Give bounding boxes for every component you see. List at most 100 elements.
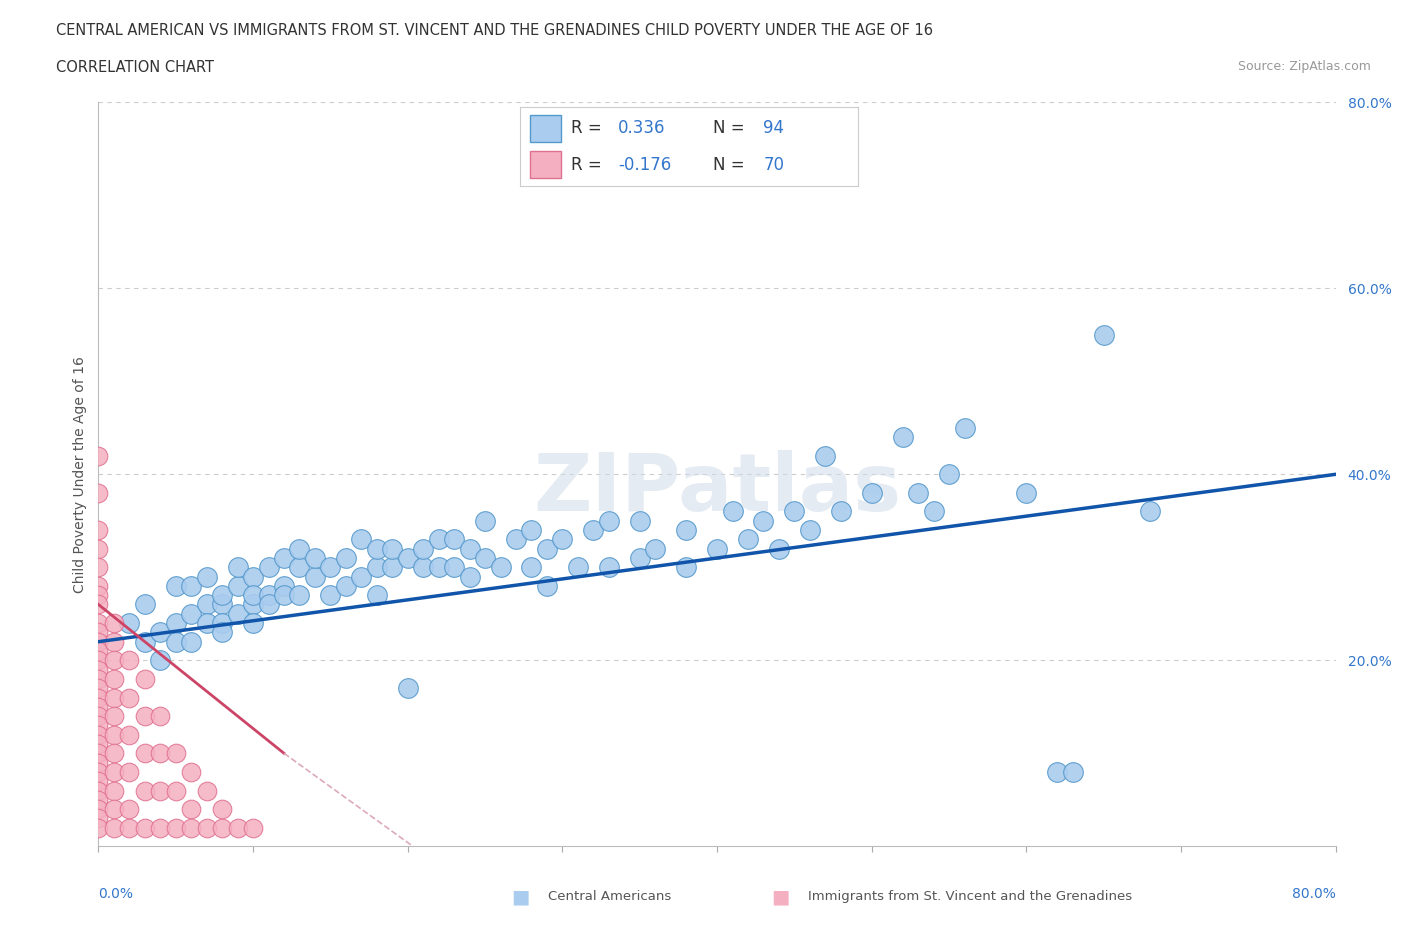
Text: 80.0%: 80.0% [1292,887,1336,901]
Point [1092,327,1115,342]
Point [505,532,527,547]
Point [830,504,852,519]
Point [180,578,202,593]
Point [87,644,110,658]
Point [165,820,187,835]
Point [304,569,326,584]
Point [87,625,110,640]
Point [598,560,620,575]
Point [87,690,110,705]
Point [335,551,357,565]
Point [87,783,110,798]
Point [103,616,125,631]
Point [103,709,125,724]
Point [149,746,172,761]
Point [87,616,110,631]
Point [706,541,728,556]
Text: ■: ■ [510,887,530,906]
Point [103,802,125,817]
Point [427,560,450,575]
Point [737,532,759,547]
Point [103,820,125,835]
Point [366,541,388,556]
Point [180,820,202,835]
Point [319,588,342,603]
Point [118,820,141,835]
Point [242,820,264,835]
Point [211,820,233,835]
Point [335,578,357,593]
Point [87,709,110,724]
Point [195,597,218,612]
Text: CENTRAL AMERICAN VS IMMIGRANTS FROM ST. VINCENT AND THE GRENADINES CHILD POVERTY: CENTRAL AMERICAN VS IMMIGRANTS FROM ST. … [56,23,934,38]
Text: N =: N = [713,119,749,138]
Point [551,532,574,547]
Point [118,802,141,817]
Point [87,485,110,500]
Point [458,569,481,584]
Text: R =: R = [571,119,607,138]
Point [103,746,125,761]
Point [768,541,790,556]
Point [103,764,125,779]
Point [165,616,187,631]
Point [907,485,929,500]
Point [273,551,295,565]
Text: Source: ZipAtlas.com: Source: ZipAtlas.com [1237,60,1371,73]
Point [87,448,110,463]
Y-axis label: Child Poverty Under the Age of 16: Child Poverty Under the Age of 16 [73,356,87,592]
Point [396,551,419,565]
FancyBboxPatch shape [530,115,561,141]
Point [427,532,450,547]
Point [165,578,187,593]
Point [520,523,543,538]
Point [783,504,806,519]
Point [180,764,202,779]
Point [87,727,110,742]
Point [195,569,218,584]
Point [87,774,110,789]
Point [242,588,264,603]
Point [412,560,434,575]
Point [567,560,589,575]
Point [922,504,945,519]
Text: 0.336: 0.336 [619,119,665,138]
Point [87,746,110,761]
Point [87,560,110,575]
Point [103,690,125,705]
Point [195,820,218,835]
Point [381,541,404,556]
Point [1062,764,1084,779]
Point [103,634,125,649]
Text: N =: N = [713,155,749,174]
Point [226,820,249,835]
Text: R =: R = [571,155,607,174]
Point [87,523,110,538]
Point [536,578,558,593]
Point [103,783,125,798]
Point [350,569,373,584]
Text: CORRELATION CHART: CORRELATION CHART [56,60,214,75]
Point [165,783,187,798]
Point [799,523,821,538]
Point [1139,504,1161,519]
Point [87,755,110,770]
Point [953,420,976,435]
Point [211,616,233,631]
Point [103,671,125,686]
Text: 94: 94 [763,119,785,138]
Point [180,634,202,649]
Point [242,597,264,612]
Point [165,634,187,649]
Point [350,532,373,547]
Point [366,588,388,603]
Point [87,541,110,556]
Point [118,764,141,779]
Point [443,560,465,575]
Point [226,578,249,593]
Text: Immigrants from St. Vincent and the Grenadines: Immigrants from St. Vincent and the Gren… [808,890,1133,903]
Point [458,541,481,556]
Point [288,588,311,603]
Point [195,616,218,631]
Point [87,764,110,779]
